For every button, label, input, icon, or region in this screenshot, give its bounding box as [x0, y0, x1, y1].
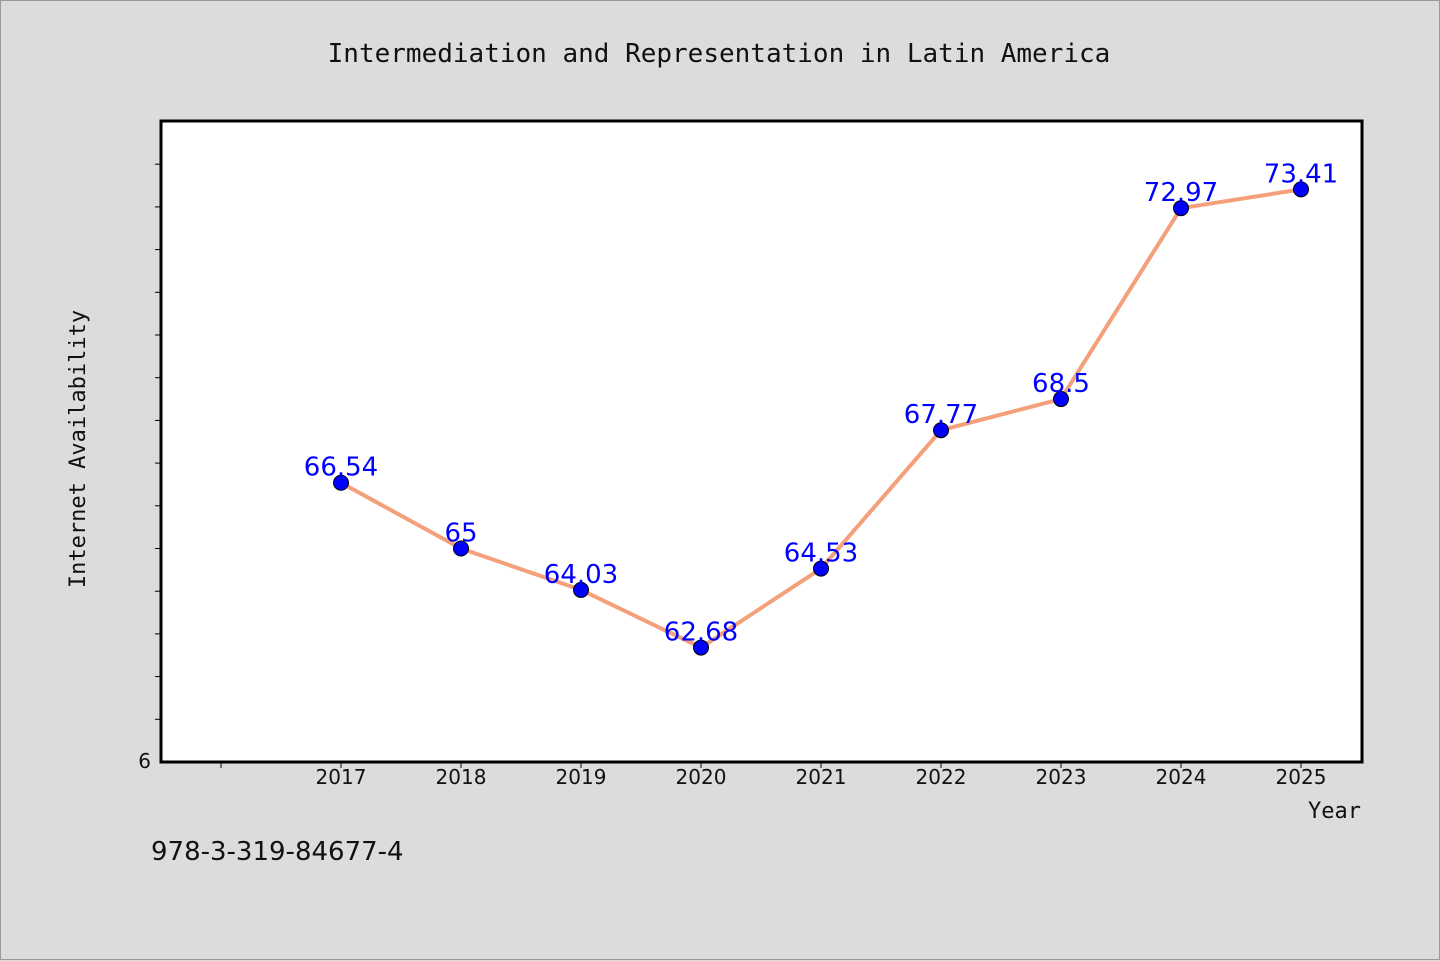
- data-point: [813, 560, 829, 577]
- data-label: 73.41: [1264, 159, 1338, 189]
- x-tick-label: 2017: [316, 765, 367, 789]
- x-tick-label: 2023: [1036, 765, 1087, 789]
- data-label: 68.5: [1032, 369, 1090, 399]
- data-point: [333, 474, 349, 491]
- x-tick-label: 2020: [676, 765, 727, 789]
- data-point: [1173, 200, 1189, 217]
- x-tick-label: 2022: [916, 765, 967, 789]
- x-tick-label: 2021: [796, 765, 847, 789]
- data-label: 65: [444, 519, 477, 549]
- x-tick-label: 2019: [556, 765, 607, 789]
- data-label: 64.53: [784, 539, 858, 569]
- data-label: 62.68: [664, 618, 738, 648]
- y-tick-label: 6: [138, 749, 151, 773]
- isbn-text: 978-3-319-84677-4: [151, 837, 404, 867]
- data-labels: 66.54 65 64.03 62.68 64.53 67.77 68.5 72.97 73.4…: [304, 159, 1338, 647]
- data-point: [933, 422, 949, 439]
- data-label: 67.77: [904, 400, 978, 430]
- data-point: [1053, 391, 1069, 408]
- data-point: [1293, 181, 1309, 198]
- x-axis-title: Year: [1308, 799, 1361, 824]
- plot-area: [159, 119, 1364, 764]
- data-point: [573, 581, 589, 598]
- x-axis-ticks: 2017 2018 2019 2020 2021 2022 2023 2024 2025: [220, 762, 1327, 789]
- data-point: [693, 639, 709, 656]
- data-label: 72.97: [1144, 178, 1218, 208]
- data-label: 64.03: [544, 560, 618, 590]
- y-axis-ticks: 6: [138, 163, 161, 773]
- data-point: [453, 540, 469, 557]
- x-tick-label: 2018: [436, 765, 487, 789]
- data-label: 66.54: [304, 453, 378, 483]
- y-axis-title: Internet Availability: [66, 310, 91, 588]
- chart-title: Intermediation and Representation in Lat…: [328, 39, 1111, 69]
- x-tick-label: 2024: [1156, 765, 1207, 789]
- x-tick-label: 2025: [1276, 765, 1327, 789]
- series-group: [333, 181, 1309, 656]
